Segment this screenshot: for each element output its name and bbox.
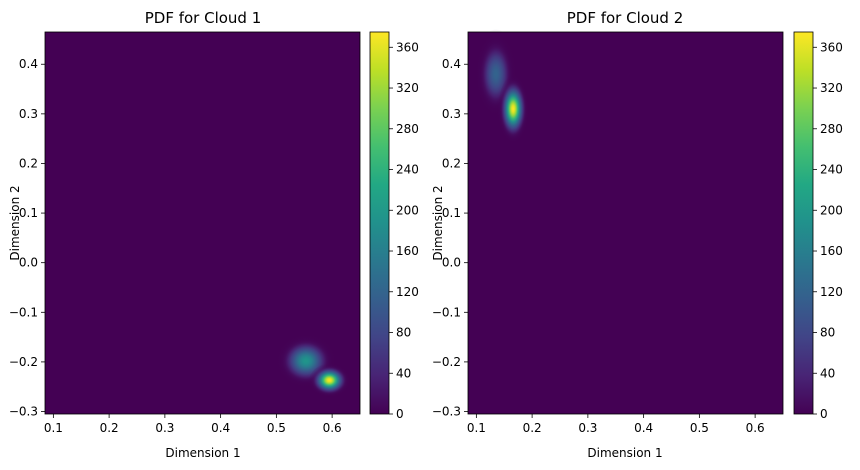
y-tick-label: −0.3: [9, 405, 38, 419]
x-tick-label: 0.3: [578, 421, 597, 435]
colorbar-tick-label: 240: [396, 163, 419, 177]
y-tick-label: −0.3: [432, 405, 461, 419]
heatmap-panel-cloud-2: PDF for Cloud 2 0.1 0.2 0.3 0.4 0.5 0.6 −0.3−…: [431, 9, 843, 460]
colorbar-tick-label: 0: [396, 407, 404, 421]
density-blobs: [275, 334, 350, 397]
colorbar-tick-label: 0: [820, 407, 828, 421]
y-tick-label: −0.1: [432, 305, 461, 319]
y-tick-label: 0.4: [19, 57, 38, 71]
x-tick-label: 0.3: [155, 421, 174, 435]
x-tick-label: 0.1: [467, 421, 486, 435]
y-axis-ticks: −0.3 −0.2 −0.1 0.0 0.1 0.2 0.3 0.4: [9, 57, 45, 419]
colorbar-tick-label: 120: [820, 285, 843, 299]
chart-title: PDF for Cloud 1: [145, 9, 262, 27]
y-axis-label: Dimension 2: [431, 185, 445, 260]
y-tick-label: 0.1: [442, 206, 461, 220]
colorbar-tick-label: 120: [396, 285, 419, 299]
x-tick-label: 0.2: [100, 421, 119, 435]
x-tick-label: 0.4: [634, 421, 653, 435]
x-tick-label: 0.5: [690, 421, 709, 435]
colorbar-tick-label: 240: [820, 163, 843, 177]
density-blobs: [474, 29, 529, 142]
y-axis-label: Dimension 2: [8, 185, 22, 260]
y-axis-ticks: −0.3 −0.2 −0.1 0.0 0.1 0.2 0.3 0.4: [432, 57, 468, 419]
y-tick-label: 0.4: [442, 57, 461, 71]
x-tick-label: 0.5: [267, 421, 286, 435]
y-tick-label: 0.3: [19, 107, 38, 121]
colorbar-ticks: 0 40 80 120 160 200 240 280 320 360: [389, 40, 419, 421]
colorbar-tick-label: 320: [820, 81, 843, 95]
x-tick-label: 0.6: [746, 421, 765, 435]
colorbar-tick-label: 320: [396, 81, 419, 95]
colorbar-tick-label: 160: [820, 244, 843, 258]
colorbar-tick-label: 80: [396, 326, 411, 340]
colorbar: [369, 31, 390, 415]
x-axis-ticks: 0.1 0.2 0.3 0.4 0.5 0.6: [467, 414, 765, 435]
y-tick-label: 0.0: [19, 256, 38, 270]
x-tick-label: 0.2: [523, 421, 542, 435]
x-tick-label: 0.4: [211, 421, 230, 435]
y-tick-label: 0.0: [442, 256, 461, 270]
density-peak: [498, 76, 529, 142]
y-tick-label: −0.1: [9, 305, 38, 319]
colorbar-ticks: 0 40 80 120 160 200 240 280 320 360: [813, 40, 843, 421]
y-tick-label: 0.2: [442, 156, 461, 170]
heatmap-panel-cloud-1: PDF for Cloud 1 0.1 0.2 0.3 0.4 0.5 0.6 −0.3−…: [8, 9, 419, 460]
colorbar-tick-label: 200: [396, 203, 419, 217]
x-tick-label: 0.6: [323, 421, 342, 435]
plot-frame: [467, 31, 784, 415]
x-axis-label: Dimension 1: [587, 446, 662, 460]
plot-frame: [44, 31, 361, 415]
chart-title: PDF for Cloud 2: [567, 9, 684, 27]
colorbar-tick-label: 360: [820, 40, 843, 54]
colorbar-tick-label: 80: [820, 326, 835, 340]
y-tick-label: −0.2: [432, 355, 461, 369]
colorbar-tick-label: 280: [820, 122, 843, 136]
y-tick-label: 0.1: [19, 206, 38, 220]
y-tick-label: 0.2: [19, 156, 38, 170]
y-tick-label: 0.3: [442, 107, 461, 121]
x-axis-label: Dimension 1: [165, 446, 240, 460]
x-axis-ticks: 0.1 0.2 0.3 0.4 0.5 0.6: [44, 414, 342, 435]
colorbar-tick-label: 160: [396, 244, 419, 258]
colorbar-tick-label: 360: [396, 40, 419, 54]
colorbar-tick-label: 280: [396, 122, 419, 136]
colorbar: [793, 31, 814, 415]
colorbar-tick-label: 40: [820, 366, 835, 380]
colorbar-tick-label: 40: [396, 366, 411, 380]
y-tick-label: −0.2: [9, 355, 38, 369]
colorbar-tick-label: 200: [820, 203, 843, 217]
x-tick-label: 0.1: [44, 421, 63, 435]
density-peak: [309, 363, 350, 397]
